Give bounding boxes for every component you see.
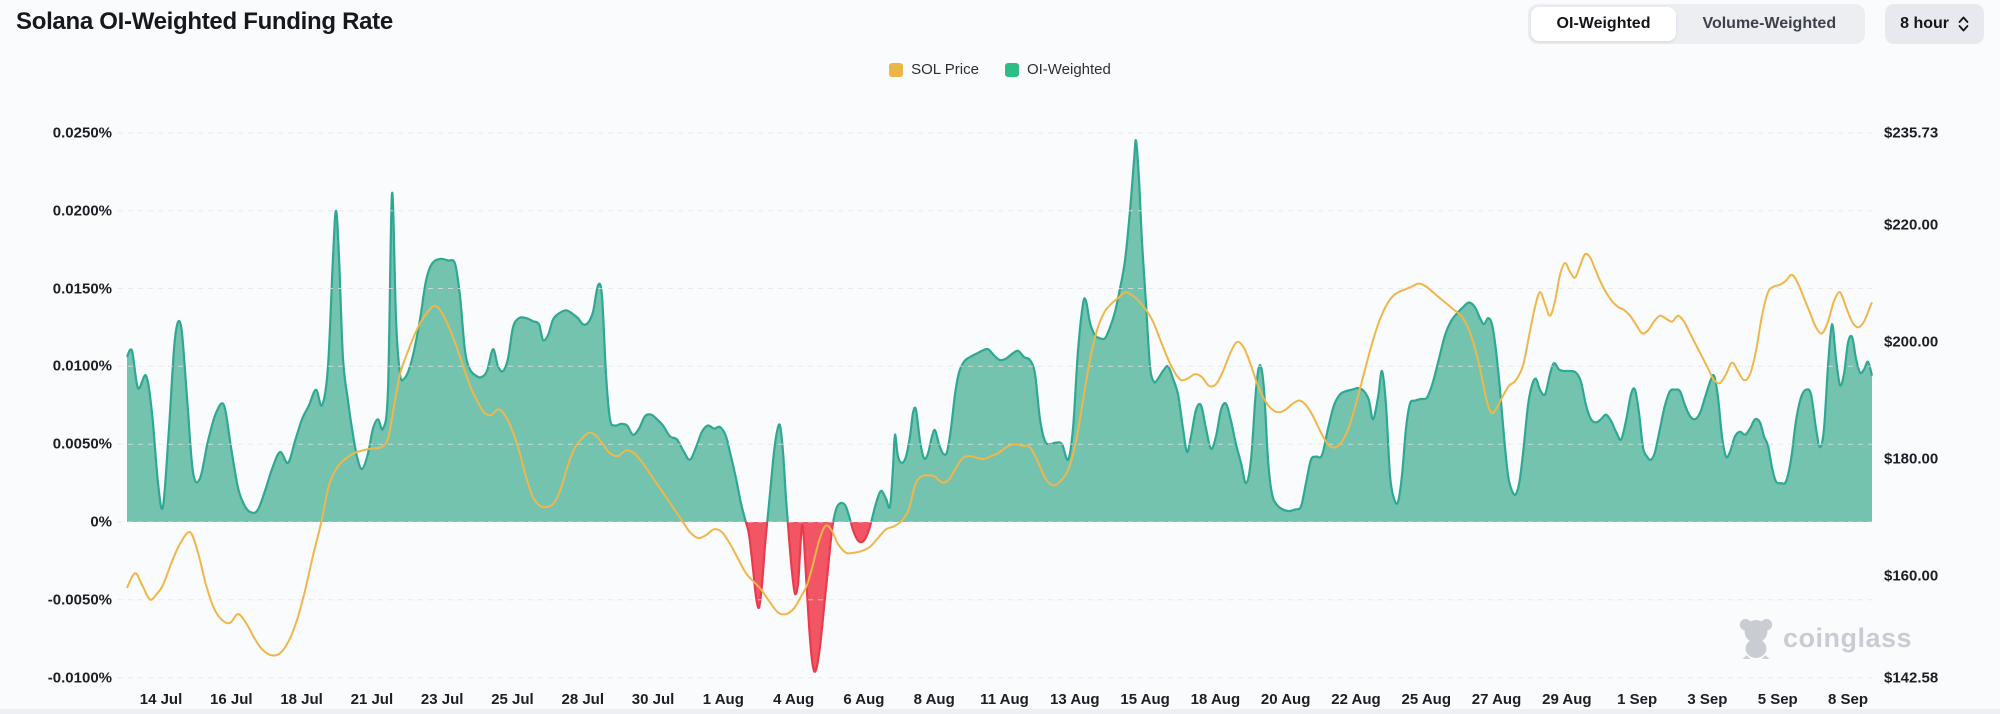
- chart-legend: SOL Price OI-Weighted: [0, 61, 2000, 78]
- x-axis-label: 13 Aug: [1050, 691, 1100, 708]
- sol-price-swatch-icon: [889, 62, 904, 77]
- toggle-oi-weighted[interactable]: OI-Weighted: [1530, 7, 1677, 41]
- x-axis-label: 16 Jul: [210, 691, 253, 708]
- x-axis-label: 15 Aug: [1120, 691, 1170, 708]
- bottom-strip: [0, 709, 2000, 714]
- x-axis-label: 8 Aug: [913, 691, 955, 708]
- x-axis-label: 14 Jul: [139, 691, 183, 708]
- legend-label: OI-Weighted: [1026, 61, 1111, 78]
- right-axis-tick: $142.58: [1884, 669, 1939, 687]
- right-axis-tick: $160.00: [1884, 567, 1939, 585]
- x-axis-label: 23 Jul: [420, 691, 464, 708]
- x-axis-label: 29 Aug: [1542, 691, 1592, 708]
- interval-select-value: 8 hour: [1900, 15, 1949, 32]
- x-axis-label: 18 Jul: [280, 691, 323, 708]
- left-axis-tick: 0%: [90, 513, 112, 531]
- left-axis-tick: -0.0100%: [47, 669, 112, 687]
- x-axis-label: 20 Aug: [1260, 691, 1311, 708]
- legend-item-oi-weighted[interactable]: OI-Weighted: [1004, 61, 1111, 78]
- updown-chevron-icon: [1958, 16, 1969, 32]
- x-axis-label: 1 Aug: [702, 691, 744, 708]
- x-axis-label: 21 Jul: [350, 691, 394, 708]
- x-axis-label: 30 Jul: [631, 691, 675, 708]
- x-axis-label: 1 Sep: [1617, 691, 1658, 708]
- left-axis-tick: 0.0050%: [52, 435, 112, 453]
- x-axis-label: 3 Sep: [1687, 691, 1728, 708]
- left-axis-tick: 0.0100%: [52, 357, 112, 375]
- weighting-toggle: OI-Weighted Volume-Weighted: [1527, 4, 1866, 44]
- x-axis-label: 22 Aug: [1331, 691, 1381, 708]
- right-axis-tick: $235.73: [1884, 124, 1939, 142]
- page-title: Solana OI-Weighted Funding Rate: [16, 8, 393, 35]
- oi-weighted-swatch-icon: [1004, 62, 1019, 77]
- header-controls: OI-Weighted Volume-Weighted 8 hour: [1527, 4, 1984, 44]
- legend-item-sol-price[interactable]: SOL Price: [889, 61, 979, 78]
- x-axis-label: 25 Aug: [1401, 691, 1451, 708]
- x-axis-label: 18 Aug: [1190, 691, 1241, 708]
- x-axis-label: 28 Jul: [561, 691, 605, 708]
- right-axis-tick: $200.00: [1884, 333, 1939, 351]
- right-axis-tick: $180.00: [1884, 450, 1939, 468]
- left-axis-tick: 0.0250%: [52, 124, 112, 142]
- x-axis-label: 27 Aug: [1471, 691, 1522, 708]
- oi-weighted-area-positive: [127, 140, 1872, 522]
- x-axis-label: 4 Aug: [773, 691, 815, 708]
- x-axis-label: 8 Sep: [1827, 691, 1869, 708]
- x-axis-label: 25 Jul: [491, 691, 534, 708]
- x-axis-label: 5 Sep: [1757, 691, 1798, 708]
- sol-price-line: [126, 252, 1873, 657]
- coinglass-watermark: coinglass: [1737, 617, 1912, 659]
- left-axis-tick: 0.0200%: [52, 202, 112, 220]
- coinglass-logo-icon: [1739, 619, 1773, 659]
- toggle-volume-weighted[interactable]: Volume-Weighted: [1676, 7, 1862, 41]
- x-axis-label: 11 Aug: [980, 691, 1029, 708]
- left-axis-tick: -0.0050%: [47, 591, 112, 609]
- right-axis-tick: $220.00: [1884, 216, 1939, 234]
- x-axis-label: 6 Aug: [843, 691, 885, 708]
- left-axis-tick: 0.0150%: [52, 280, 112, 297]
- legend-label: SOL Price: [911, 61, 979, 78]
- interval-select[interactable]: 8 hour: [1885, 4, 1984, 44]
- coinglass-watermark-text: coinglass: [1783, 622, 1913, 653]
- oi-weighted-line-positive: [126, 139, 1874, 522]
